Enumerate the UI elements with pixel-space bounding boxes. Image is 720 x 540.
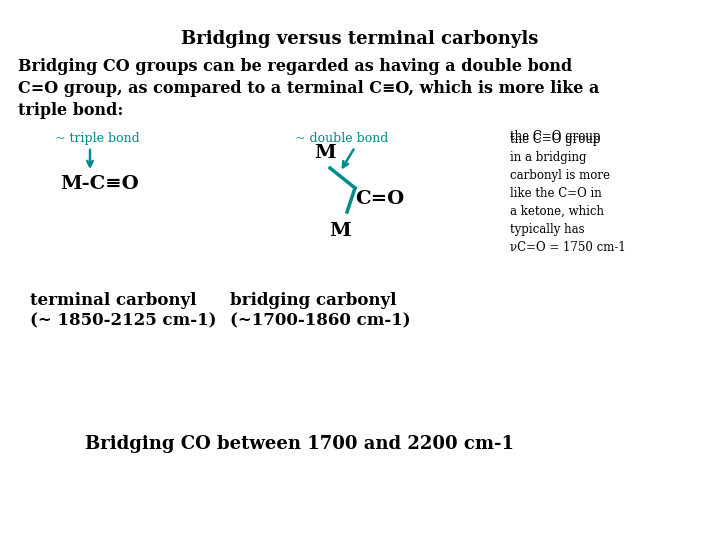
Text: in a bridging: in a bridging: [510, 151, 587, 164]
Text: M: M: [329, 222, 351, 240]
Text: like the C=O in: like the C=O in: [510, 187, 602, 200]
Text: bridging carbonyl: bridging carbonyl: [230, 292, 397, 309]
Text: terminal carbonyl: terminal carbonyl: [30, 292, 197, 309]
Text: M: M: [314, 144, 336, 162]
Text: a ketone, which: a ketone, which: [510, 205, 604, 218]
Text: νC=O = 1750 cm-1: νC=O = 1750 cm-1: [510, 241, 626, 254]
Text: Bridging CO groups can be regarded as having a double bond: Bridging CO groups can be regarded as ha…: [18, 58, 572, 75]
Text: the C=O group: the C=O group: [510, 130, 600, 143]
Text: Bridging versus terminal carbonyls: Bridging versus terminal carbonyls: [181, 30, 539, 48]
Text: ~ double bond: ~ double bond: [295, 132, 388, 145]
Text: carbonyl is more: carbonyl is more: [510, 169, 610, 182]
Text: triple bond:: triple bond:: [18, 102, 123, 119]
Text: C=O: C=O: [355, 190, 404, 208]
Text: Bridging CO between 1700 and 2200 cm-1: Bridging CO between 1700 and 2200 cm-1: [85, 435, 514, 453]
Text: (~ 1850-2125 cm-1): (~ 1850-2125 cm-1): [30, 312, 217, 329]
Text: M-C≡O: M-C≡O: [60, 175, 139, 193]
Text: C=O group, as compared to a terminal C≡O, which is more like a: C=O group, as compared to a terminal C≡O…: [18, 80, 599, 97]
Text: (~1700-1860 cm-1): (~1700-1860 cm-1): [230, 312, 410, 329]
Text: the C=O group: the C=O group: [510, 133, 600, 146]
Text: typically has: typically has: [510, 223, 585, 236]
Text: ~ triple bond: ~ triple bond: [55, 132, 140, 145]
